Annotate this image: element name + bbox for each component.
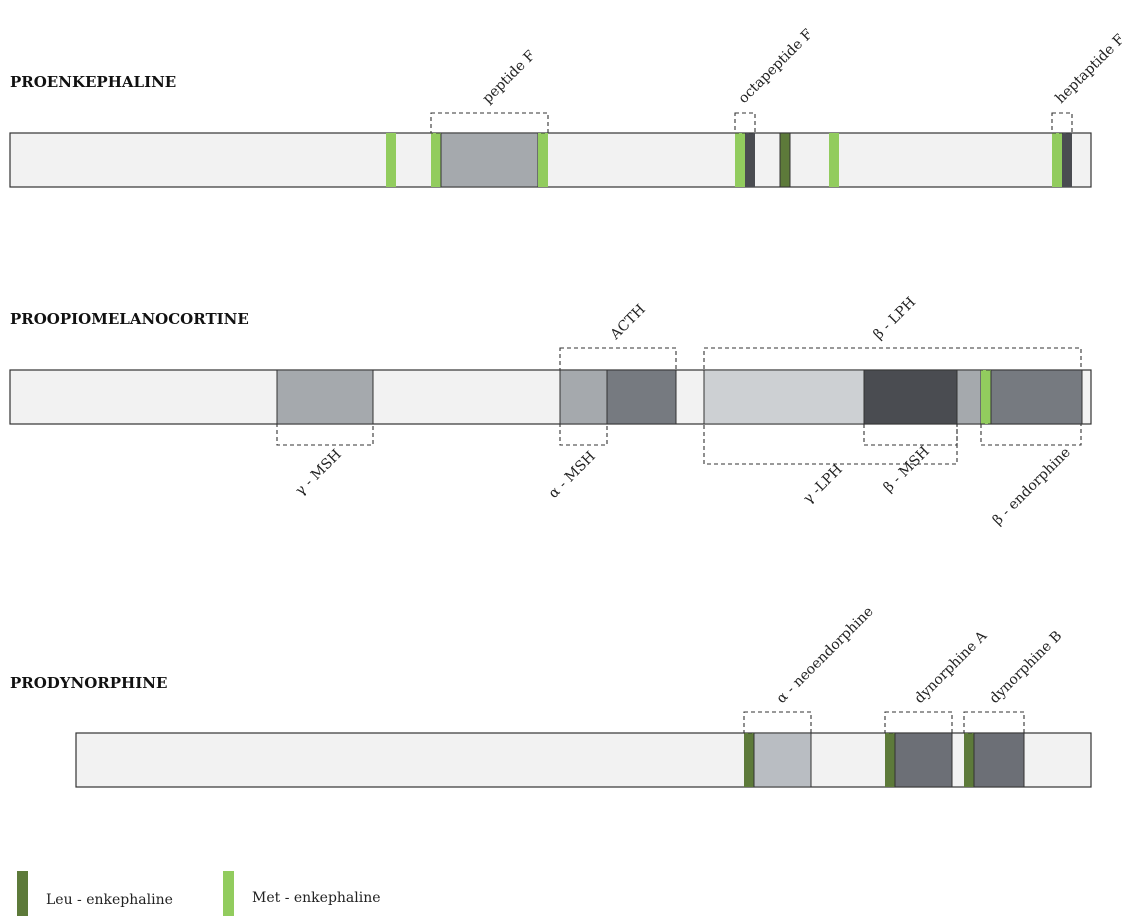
heptaptide-f-label: heptaptide F bbox=[1053, 31, 1129, 107]
met-enkephaline-segment bbox=[386, 133, 396, 187]
alpha-msh-label: α - MSH bbox=[546, 449, 599, 502]
alpha-msh-bracket bbox=[559, 423, 608, 446]
leu-enkephaline-segment bbox=[744, 733, 754, 787]
met-enkephaline-segment bbox=[431, 133, 441, 187]
heptaptide-f-bracket bbox=[1051, 112, 1073, 134]
prodynorphine-title: PRODYNORPHINE bbox=[10, 674, 167, 692]
beta-lph-label: β - LPH bbox=[871, 294, 920, 343]
met-enkephaline-legend-label: Met - enkephaline bbox=[252, 890, 381, 906]
leu-enkephaline-segment bbox=[779, 132, 791, 188]
proenkephaline-track bbox=[9, 132, 1092, 188]
dynorphine-a-segment bbox=[894, 732, 953, 788]
leu-enkephaline-segment bbox=[964, 733, 974, 787]
octapeptide-f-tail-segment bbox=[745, 133, 755, 187]
acth-bracket bbox=[559, 347, 677, 371]
gamma-lph-label: γ -LPH bbox=[800, 462, 846, 508]
dynorphine-b-label: dynorphine B bbox=[987, 628, 1066, 707]
leu-enkephaline-legend-label: Leu - enkephaline bbox=[46, 892, 173, 908]
beta-msh-bracket bbox=[863, 423, 958, 446]
peptide-f-label: peptide F bbox=[480, 47, 539, 106]
beta-endorphine-label: β - endorphine bbox=[990, 445, 1074, 529]
dynorphine-b-segment bbox=[973, 732, 1025, 788]
beta-msh-label: β - MSH bbox=[881, 444, 933, 496]
beta-endorphine-bracket bbox=[980, 423, 1082, 446]
octapeptide-f-bracket bbox=[734, 112, 756, 134]
gamma-msh-label: γ - MSH bbox=[292, 447, 344, 499]
beta-endorphine-segment bbox=[990, 369, 1083, 425]
beta-lph-bracket bbox=[703, 347, 1082, 371]
peptide-f-segment bbox=[440, 132, 539, 188]
gamma-msh-segment bbox=[276, 369, 374, 425]
alpha-neoendorphine-bracket bbox=[743, 711, 812, 734]
met-enkephaline-segment bbox=[735, 133, 745, 187]
met-enkephaline-segment bbox=[538, 133, 548, 187]
peptide-f-bracket bbox=[430, 112, 549, 134]
leu-enkephaline-segment bbox=[885, 733, 895, 787]
heptaptide-f-tail-segment bbox=[1062, 133, 1072, 187]
gamma-msh-bracket bbox=[276, 423, 374, 446]
acth-tail-segment bbox=[606, 369, 677, 425]
met-enkephaline-segment bbox=[829, 133, 839, 187]
met-enkephaline-segment bbox=[981, 370, 991, 424]
proopiomelanocortine-title: PROOPIOMELANOCORTINE bbox=[10, 310, 249, 328]
leu-enkephaline-swatch bbox=[17, 871, 28, 916]
beta-lph-linker-segment bbox=[956, 369, 982, 425]
alpha-msh-segment bbox=[559, 369, 608, 425]
met-enkephaline-segment bbox=[1052, 133, 1062, 187]
alpha-neoendorphine-segment bbox=[753, 732, 812, 788]
alpha-neoendorphine-label: α - neoendorphine bbox=[774, 604, 877, 707]
octapeptide-f-label: octapeptide F bbox=[736, 26, 817, 107]
acth-label: ACTH bbox=[607, 302, 649, 344]
met-enkephaline-swatch bbox=[223, 871, 234, 916]
dynorphine-b-bracket bbox=[963, 711, 1025, 734]
dynorphine-a-bracket bbox=[884, 711, 953, 734]
gamma-lph-segment bbox=[703, 369, 865, 425]
dynorphine-a-label: dynorphine A bbox=[912, 627, 991, 706]
beta-msh-segment bbox=[863, 369, 958, 425]
proenkephaline-title: PROENKEPHALINE bbox=[10, 73, 176, 91]
